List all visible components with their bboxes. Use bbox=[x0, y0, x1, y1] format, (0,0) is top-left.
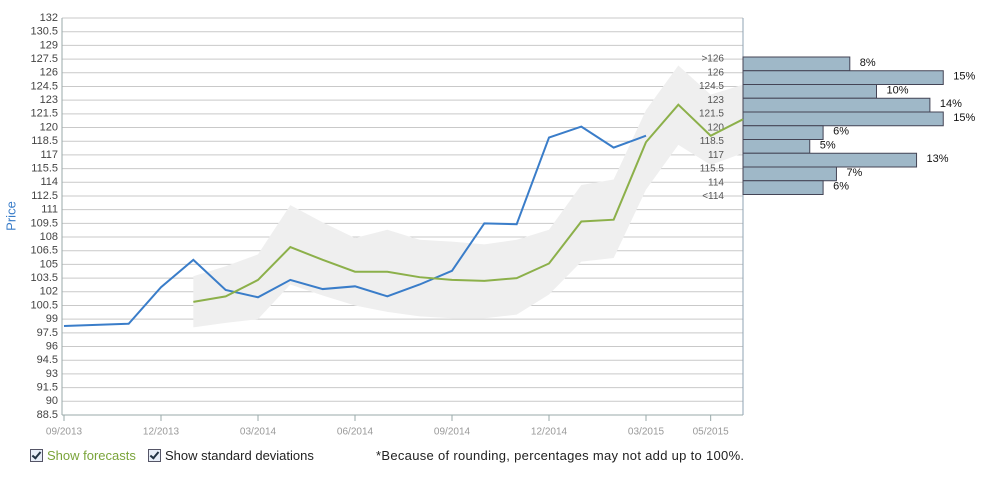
bar-label: 15% bbox=[953, 112, 975, 124]
bin-label: 117 bbox=[708, 150, 724, 161]
bar bbox=[742, 180, 824, 195]
y-tick-label: 120 bbox=[40, 121, 58, 133]
checkbox[interactable] bbox=[148, 449, 161, 462]
y-tick-label: 105 bbox=[40, 258, 58, 270]
toggle-label: Show forecasts bbox=[47, 448, 136, 463]
y-tick-label: 123 bbox=[40, 94, 58, 106]
y-tick-label: 100.5 bbox=[30, 299, 58, 311]
y-tick-label: 109.5 bbox=[30, 217, 58, 229]
bar-label: 6% bbox=[833, 181, 849, 193]
footnote: *Because of rounding, percentages may no… bbox=[376, 448, 745, 463]
y-tick-label: 97.5 bbox=[37, 327, 58, 339]
bar bbox=[742, 166, 837, 182]
y-tick-label: 127.5 bbox=[30, 53, 58, 65]
y-tick-label: 93 bbox=[46, 368, 58, 380]
series-line bbox=[193, 103, 744, 303]
x-tick-label: 06/2014 bbox=[337, 427, 374, 438]
bar-label: 13% bbox=[927, 153, 949, 165]
x-tick-label: 12/2014 bbox=[531, 427, 568, 438]
x-tick-label: 09/2013 bbox=[46, 427, 83, 438]
bar bbox=[742, 125, 824, 140]
bin-label: 126 bbox=[707, 67, 724, 78]
bar bbox=[742, 70, 944, 85]
y-tick-label: 130.5 bbox=[30, 26, 58, 38]
x-tick-label: 09/2014 bbox=[434, 427, 471, 438]
x-tick-label: 12/2013 bbox=[143, 427, 180, 438]
forecast-toggle[interactable]: Show forecasts bbox=[30, 448, 136, 463]
toggle-label: Show standard deviations bbox=[165, 448, 314, 463]
bin-label: 121.5 bbox=[699, 109, 724, 120]
bar-label: 15% bbox=[953, 71, 975, 83]
y-tick-label: 106.5 bbox=[30, 245, 58, 257]
y-tick-label: 108 bbox=[40, 231, 58, 243]
bin-label: 118.5 bbox=[700, 136, 725, 147]
y-tick-label: 121.5 bbox=[30, 108, 58, 120]
bar bbox=[742, 111, 944, 127]
y-tick-label: 99 bbox=[46, 313, 58, 325]
y-tick-label: 91.5 bbox=[37, 382, 58, 394]
x-tick-label: 03/2014 bbox=[240, 427, 277, 438]
bin-label: <114 bbox=[702, 191, 724, 202]
bar bbox=[742, 56, 851, 72]
bin-label: 120 bbox=[707, 122, 724, 133]
bar bbox=[742, 84, 877, 99]
bar-label: 14% bbox=[940, 98, 962, 110]
bar bbox=[742, 139, 811, 154]
y-tick-label: 117 bbox=[40, 149, 58, 161]
bin-label: 114 bbox=[708, 177, 724, 188]
y-tick-label: 94.5 bbox=[37, 354, 58, 366]
y-tick-label: 132 bbox=[40, 12, 58, 24]
bar-label: 10% bbox=[887, 84, 909, 96]
y-tick-label: 103.5 bbox=[30, 272, 58, 284]
bin-label: 124.5 bbox=[699, 81, 724, 92]
bar-label: 6% bbox=[833, 126, 849, 138]
y-tick-label: 126 bbox=[40, 67, 58, 79]
y-tick-label: 90 bbox=[46, 395, 58, 407]
y-tick-label: 129 bbox=[40, 39, 58, 51]
y-axis-label: Price bbox=[3, 201, 18, 231]
bar-label: 7% bbox=[846, 167, 862, 179]
y-tick-label: 124.5 bbox=[30, 80, 58, 92]
y-tick-label: 88.5 bbox=[37, 409, 58, 421]
bar-label: 8% bbox=[860, 57, 876, 69]
bin-label: 123 bbox=[707, 95, 724, 106]
bin-label: 115.5 bbox=[700, 164, 725, 175]
y-tick-label: 114 bbox=[40, 176, 58, 188]
y-tick-label: 112.5 bbox=[31, 190, 58, 202]
y-tick-label: 118.5 bbox=[31, 135, 58, 147]
y-tick-label: 102 bbox=[40, 286, 58, 298]
x-tick-label: 05/2015 bbox=[693, 427, 730, 438]
bar bbox=[742, 152, 918, 168]
x-tick-label: 03/2015 bbox=[628, 427, 665, 438]
checkbox[interactable] bbox=[30, 449, 43, 462]
bin-label: >126 bbox=[701, 54, 724, 65]
bar-label: 5% bbox=[820, 139, 836, 151]
y-tick-label: 96 bbox=[46, 340, 58, 352]
bar bbox=[742, 97, 931, 113]
stddev-toggle[interactable]: Show standard deviations bbox=[148, 448, 314, 463]
y-tick-label: 111 bbox=[41, 204, 58, 216]
y-tick-label: 115.5 bbox=[31, 162, 58, 174]
series-line bbox=[63, 125, 647, 328]
